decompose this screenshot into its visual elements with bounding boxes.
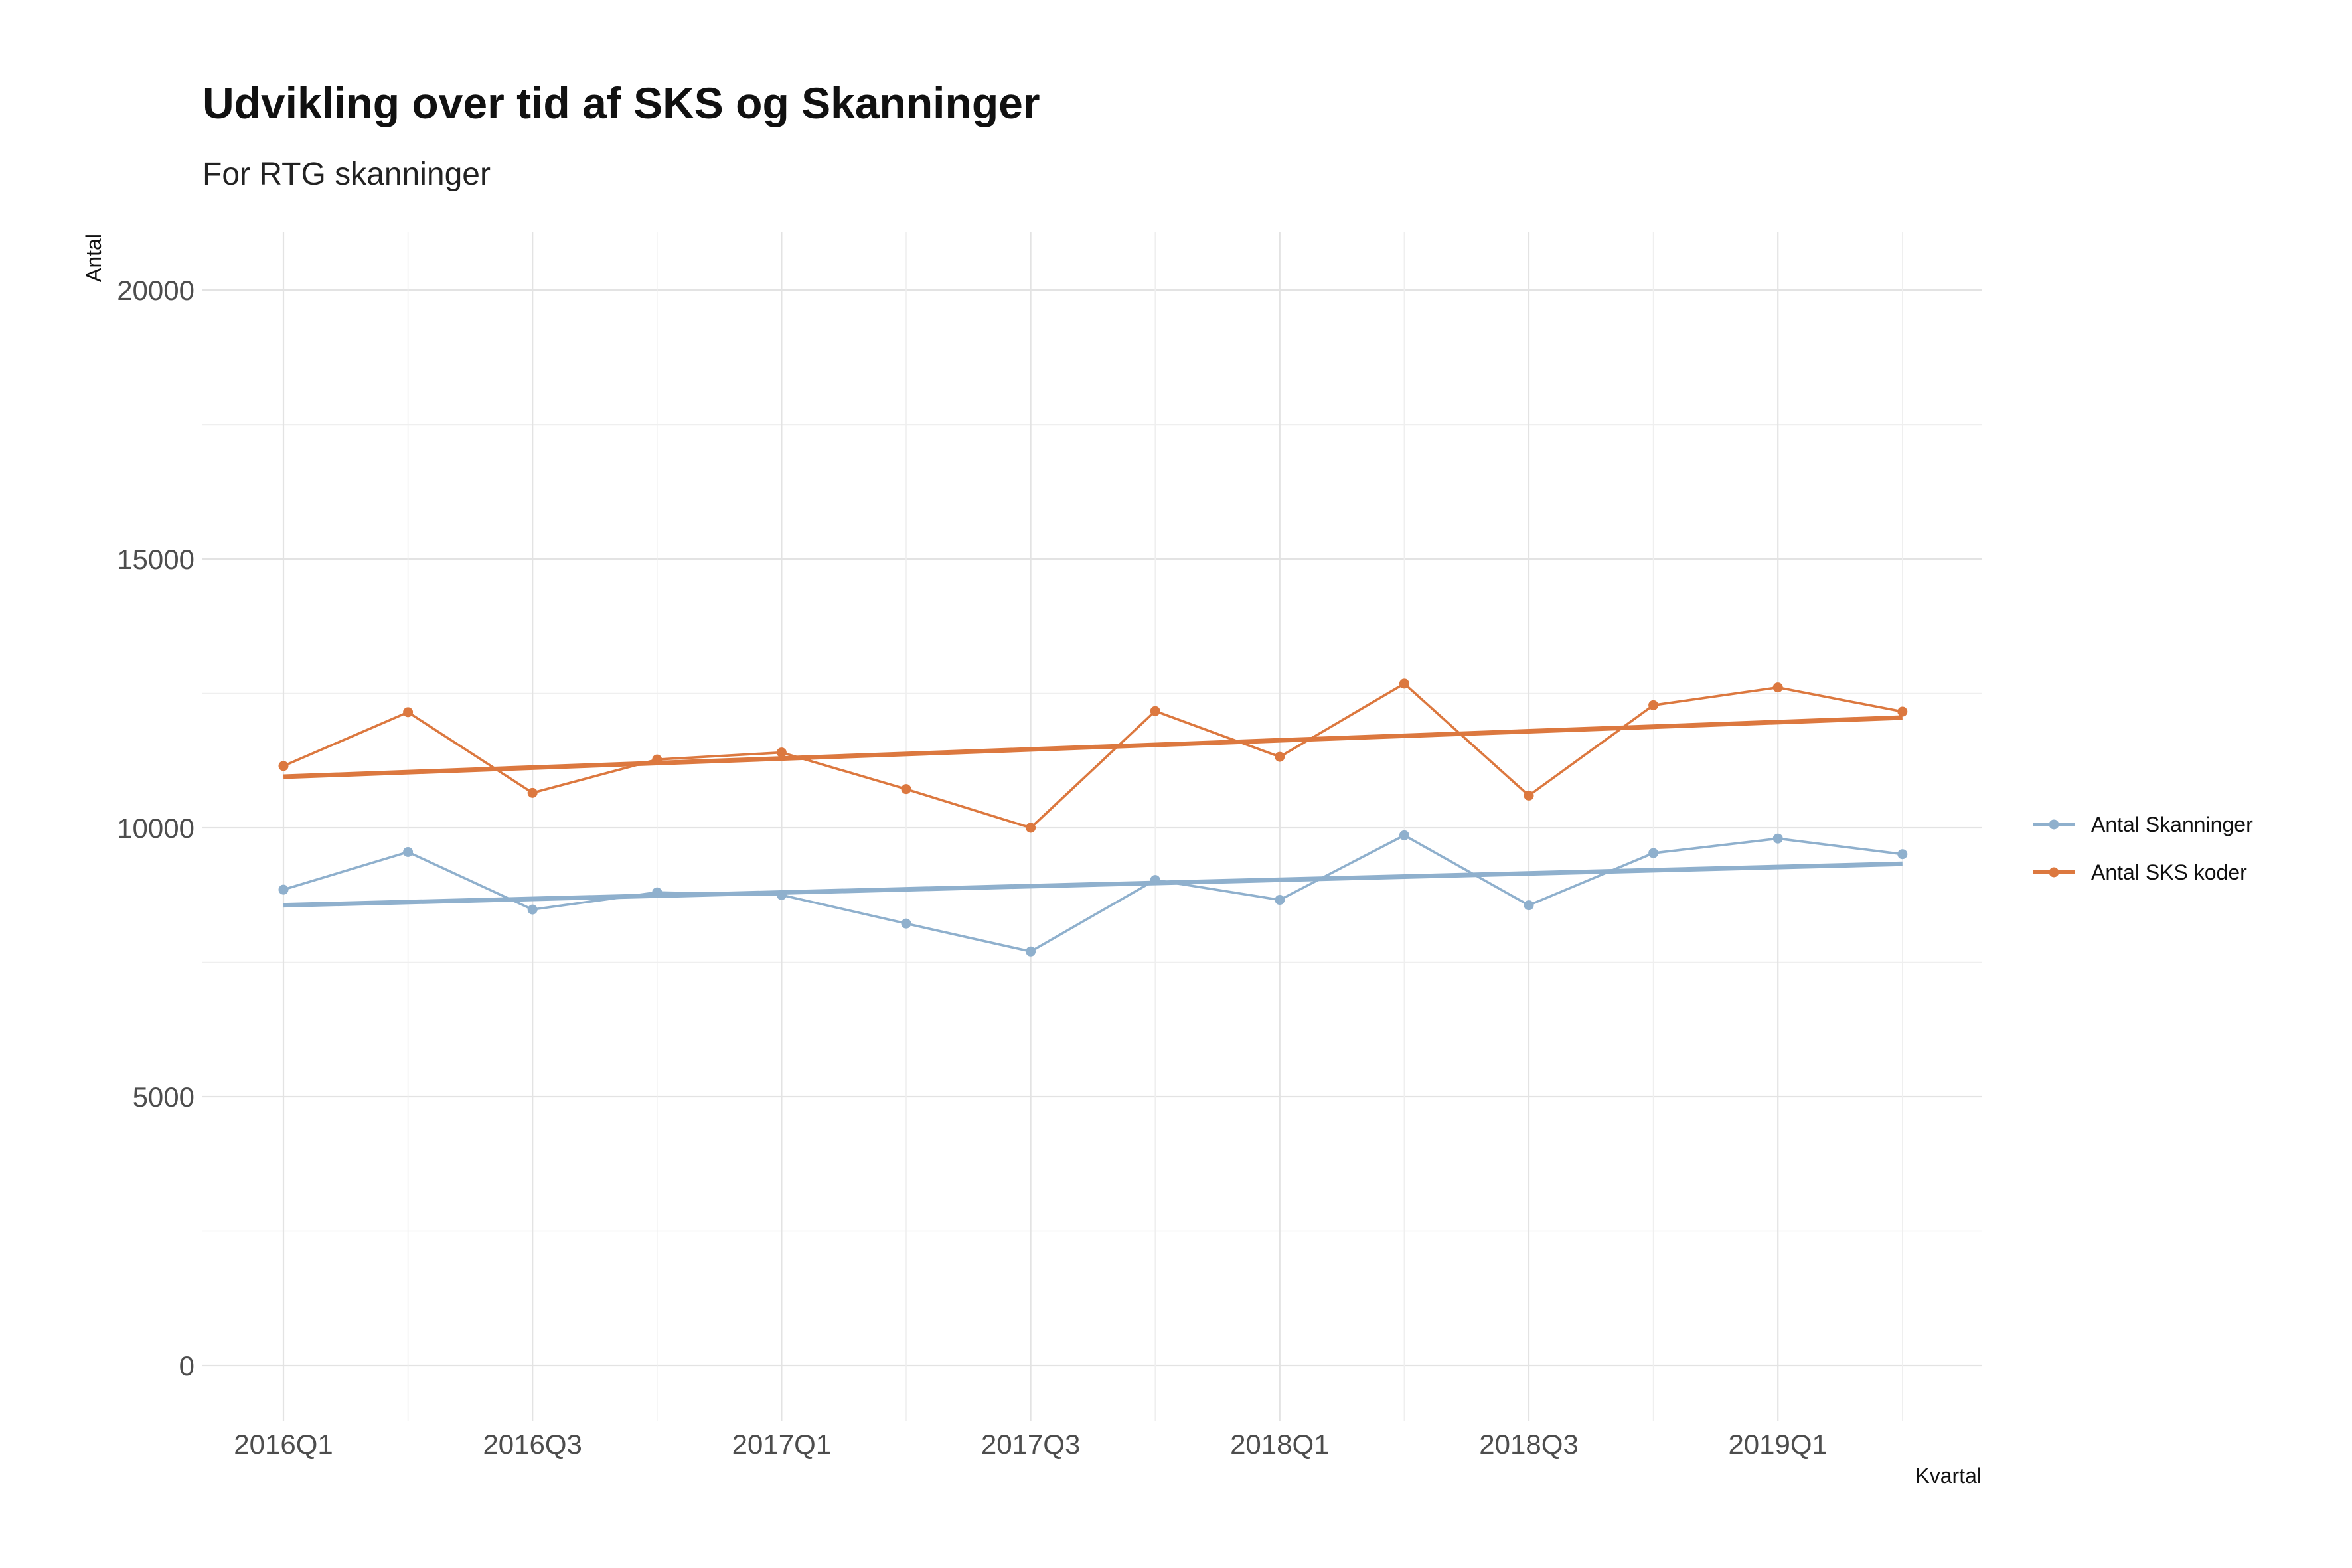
data-point: [1897, 706, 1908, 717]
data-point: [1648, 700, 1659, 710]
grid: [202, 232, 1982, 1421]
x-tick-label: 2018Q1: [1230, 1429, 1329, 1460]
data-point: [403, 846, 414, 857]
data-point: [1524, 900, 1534, 911]
trend-line: [283, 861, 1903, 908]
data-point: [652, 754, 663, 765]
data-point: [1772, 833, 1783, 844]
series-line: [283, 682, 1903, 829]
data-point: [1772, 682, 1783, 693]
data-point: [1524, 790, 1534, 801]
data-point: [278, 884, 289, 895]
data-point: [901, 784, 911, 795]
legend-label: Antal Skanninger: [2091, 813, 2253, 836]
series-1: [278, 830, 1908, 957]
series-area: [278, 678, 1908, 957]
y-axis-ticks: 0 5000 10000 15000 20000: [117, 275, 195, 1381]
x-tick-label: 2017Q3: [981, 1429, 1080, 1460]
data-point: [1399, 678, 1409, 689]
x-tick-label: 2016Q3: [483, 1429, 582, 1460]
legend-label: Antal SKS koder: [2091, 860, 2247, 884]
data-point: [776, 890, 787, 900]
data-point: [1275, 751, 1285, 762]
x-axis-title: Kvartal: [1915, 1464, 1982, 1488]
data-point: [1026, 823, 1036, 833]
data-point: [1648, 848, 1659, 858]
x-axis-ticks: 2016Q1 2016Q3 2017Q1 2017Q3 2018Q1 2018Q3 2019…: [234, 1429, 1828, 1460]
x-tick-label: 2017Q1: [732, 1429, 831, 1460]
data-point: [1150, 875, 1160, 886]
data-point: [527, 904, 538, 915]
legend-key-point: [2049, 819, 2059, 830]
series-line: [283, 834, 1903, 953]
y-tick-label: 10000: [117, 813, 195, 844]
y-tick-label: 5000: [133, 1081, 195, 1113]
x-tick-label: 2016Q1: [234, 1429, 333, 1460]
trend-line: [283, 715, 1903, 779]
data-point: [1275, 895, 1285, 905]
legend-item: Antal SKS koder: [2033, 860, 2247, 884]
data-point: [901, 918, 911, 929]
data-point: [652, 887, 663, 898]
data-point: [527, 787, 538, 798]
y-tick-label: 15000: [117, 544, 195, 575]
data-point: [776, 747, 787, 758]
data-point: [403, 707, 414, 718]
chart-title: Udvikling over tid af SKS og Skanninger: [202, 78, 1040, 127]
data-point: [1399, 830, 1409, 840]
data-point: [278, 761, 289, 771]
data-point: [1026, 946, 1036, 957]
y-tick-label: 20000: [117, 275, 195, 306]
data-point: [1150, 706, 1160, 716]
x-tick-label: 2019Q1: [1728, 1429, 1827, 1460]
y-axis-title: Antal: [82, 234, 106, 282]
x-tick-label: 2018Q3: [1479, 1429, 1578, 1460]
data-point: [1897, 849, 1908, 860]
legend: Antal Skanninger Antal SKS koder: [2033, 813, 2253, 884]
y-tick-label: 0: [179, 1350, 195, 1381]
legend-key-point: [2049, 867, 2059, 878]
legend-item: Antal Skanninger: [2033, 813, 2253, 836]
chart-subtitle: For RTG skanninger: [202, 157, 491, 192]
series-2: [278, 678, 1908, 833]
